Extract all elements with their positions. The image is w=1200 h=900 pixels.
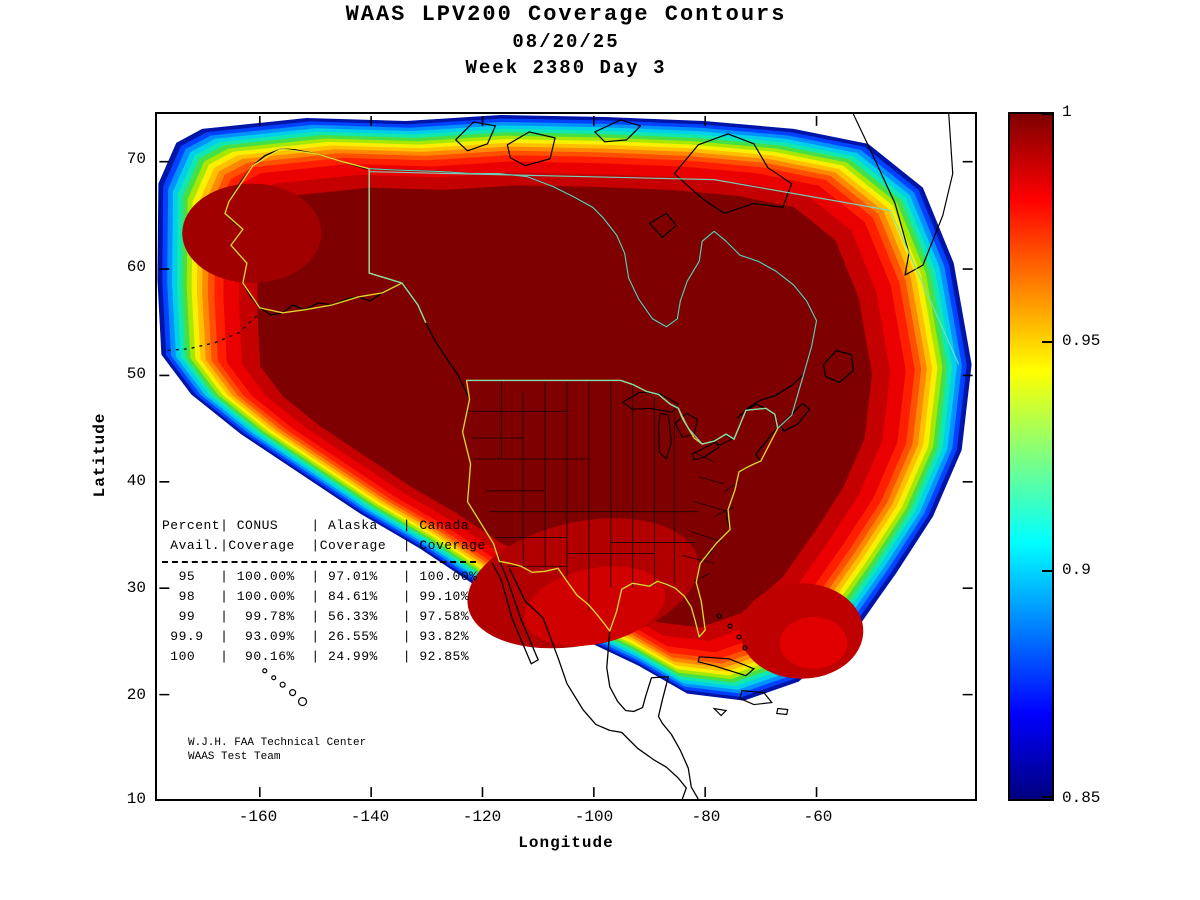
x-axis-label: Longitude [518,834,614,852]
attribution: W.J.H. FAA Technical Center WAAS Test Te… [188,736,366,764]
st-lawrence [736,374,805,429]
newfoundland [822,349,854,384]
colorbar-tick-mark [1042,341,1052,343]
banks-island [455,121,497,152]
x-tick-neg120: -120 [462,808,502,826]
chart-date: 08/20/25 [512,31,620,53]
colorbar-tick-mark [1042,796,1052,798]
greenland-coast [852,114,954,276]
y-tick-50: 50 [126,365,146,383]
plot-area: Percent| CONUS | Alaska | Canada Avail.|… [155,112,977,801]
mexico-west-coast [508,568,687,799]
puerto-rico [776,707,789,716]
x-tick-neg100: -100 [574,808,614,826]
bahamas [736,634,742,640]
axis-tick-marks [159,115,973,798]
colorbar-tick-09: 0.9 [1062,561,1091,579]
canada-border [368,168,818,445]
colorbar-tick-mark [1042,113,1052,115]
colorbar-tick-1: 1 [1062,103,1072,121]
y-tick-70: 70 [126,150,146,168]
attribution-line-2: WAAS Test Team [188,751,281,763]
y-tick-20: 20 [126,686,146,704]
baffin-island [673,133,793,215]
x-tick-neg160: -160 [238,808,278,826]
jamaica [712,707,728,717]
southampton-island [648,212,677,238]
coverage-table-separator [162,561,476,563]
x-tick-neg80: -80 [691,808,721,826]
x-tick-neg60: -60 [803,808,833,826]
victoria-island [506,131,556,167]
canada-border-outline [368,168,960,445]
chart-title: WAAS LPV200 Coverage Contours [345,2,787,27]
aleutian-islands [165,315,258,352]
colorbar [1008,112,1054,801]
colorbar-tick-mark [1042,570,1052,572]
caribbean-islands [697,613,789,717]
x-tick-neg140: -140 [350,808,390,826]
attribution-line-1: W.J.H. FAA Technical Center [188,737,367,749]
hawaii-islands [262,668,308,707]
great-lakes [621,391,734,461]
parry-islands [594,119,642,143]
y-tick-10: 10 [126,790,146,808]
chart-title-block: WAAS LPV200 Coverage Contours 08/20/25 W… [155,2,977,79]
y-tick-60: 60 [126,258,146,276]
coverage-table-header: Percent| CONUS | Alaska | Canada Avail.|… [162,518,486,553]
bahamas [727,623,733,629]
y-tick-30: 30 [126,579,146,597]
contour-map [157,114,973,799]
colorbar-gradient [1010,114,1052,799]
cuba [697,656,756,677]
coverage-table-rows: 95 | 100.00% | 97.01% | 100.00% 98 | 100… [170,569,478,664]
state-borders [467,380,740,612]
canada-fir-line [369,171,960,365]
coverage-table: Percent| CONUS | Alaska | Canada Avail.|… [162,516,486,667]
bahamas [742,645,748,651]
colorbar-tick-085: 0.85 [1062,789,1101,807]
hispaniola [739,689,773,706]
colorbar-tick-095: 0.95 [1062,332,1101,350]
arctic-islands [455,114,954,276]
y-tick-40: 40 [126,472,146,490]
availability-patches [182,183,864,679]
chart-week-day: Week 2380 Day 3 [465,57,667,79]
bahamas [716,613,722,619]
